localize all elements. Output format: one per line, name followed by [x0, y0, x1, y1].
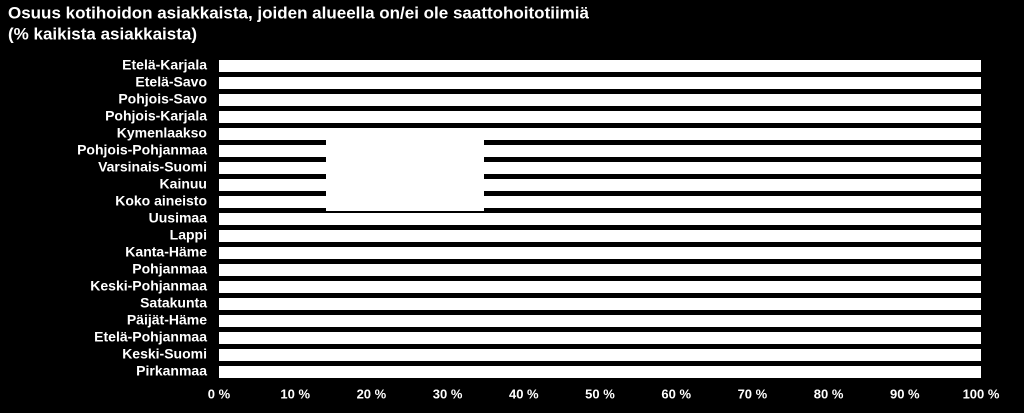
chart-title: Osuus kotihoidon asiakkaista, joiden alu…	[8, 3, 590, 22]
y-tick-label: Etelä-Savo	[135, 74, 207, 90]
y-tick-label: Etelä-Pohjanmaa	[94, 329, 207, 345]
bar	[219, 332, 981, 344]
bar	[219, 77, 981, 89]
bar	[219, 111, 981, 123]
bar	[219, 349, 981, 361]
bar	[219, 315, 981, 327]
x-tick-label: 60 %	[661, 386, 691, 401]
y-tick-label: Päijät-Häme	[127, 312, 207, 328]
bar	[219, 247, 981, 259]
x-tick-label: 80 %	[814, 386, 844, 401]
y-tick-label: Kainuu	[160, 176, 207, 192]
x-tick-label: 0 %	[208, 386, 231, 401]
bar	[219, 230, 981, 242]
bar	[219, 94, 981, 106]
y-tick-label: Varsinais-Suomi	[98, 159, 207, 175]
y-tick-label: Pirkanmaa	[136, 363, 207, 379]
bar	[219, 264, 981, 276]
y-tick-label: Pohjois-Savo	[118, 91, 207, 107]
x-tick-label: 20 %	[357, 386, 387, 401]
chart-subtitle: (% kaikista asiakkaista)	[8, 24, 197, 43]
y-tick-label: Pohjanmaa	[132, 261, 207, 277]
y-tick-label: Etelä-Karjala	[122, 57, 207, 73]
x-tick-label: 10 %	[280, 386, 310, 401]
y-tick-label: Keski-Pohjanmaa	[90, 278, 207, 294]
x-tick-label: 50 %	[585, 386, 615, 401]
y-tick-label: Lappi	[170, 227, 207, 243]
legend-box	[326, 139, 484, 211]
bar	[219, 213, 981, 225]
y-tick-label: Pohjois-Pohjanmaa	[77, 142, 207, 158]
y-tick-label: Kanta-Häme	[125, 244, 207, 260]
bar	[219, 60, 981, 72]
y-tick-label: Koko aineisto	[115, 193, 207, 209]
x-tick-label: 90 %	[890, 386, 920, 401]
y-tick-label: Satakunta	[140, 295, 207, 311]
y-tick-label: Keski-Suomi	[122, 346, 207, 362]
x-tick-label: 40 %	[509, 386, 539, 401]
bar	[219, 128, 981, 140]
bar	[219, 366, 981, 378]
y-tick-label: Pohjois-Karjala	[105, 108, 207, 124]
x-tick-label: 100 %	[963, 386, 1000, 401]
x-tick-label: 70 %	[738, 386, 768, 401]
bar	[219, 281, 981, 293]
y-tick-label: Kymenlaakso	[117, 125, 207, 141]
bar	[219, 298, 981, 310]
y-tick-label: Uusimaa	[149, 210, 208, 226]
x-tick-label: 30 %	[433, 386, 463, 401]
